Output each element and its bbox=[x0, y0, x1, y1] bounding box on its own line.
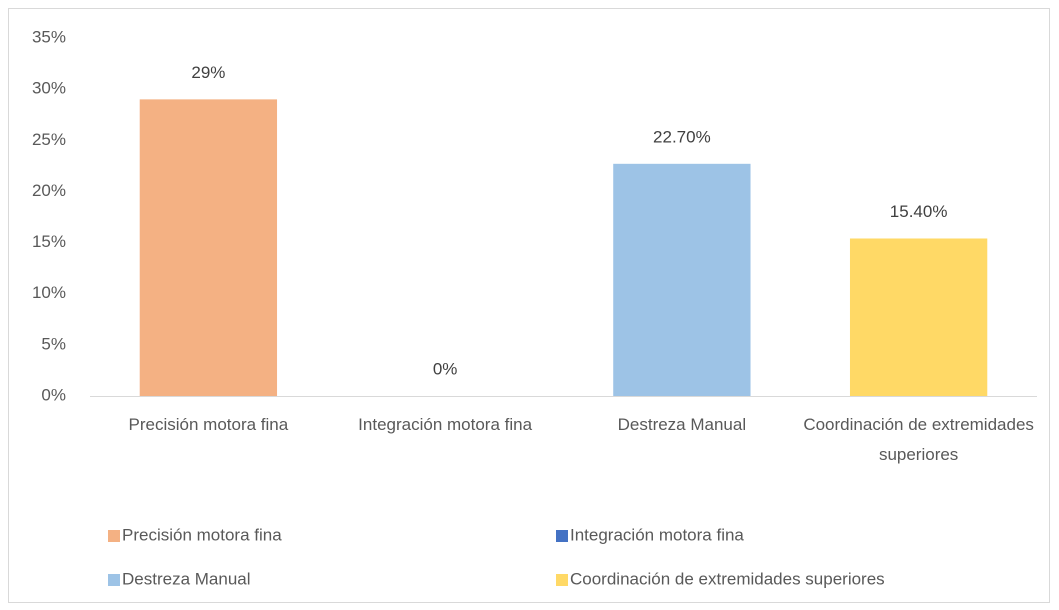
y-tick-label: 25% bbox=[32, 130, 66, 149]
x-tick-label: Precisión motora fina bbox=[128, 415, 289, 434]
y-tick-label: 5% bbox=[41, 334, 66, 353]
x-tick-label: Destreza Manual bbox=[617, 415, 747, 434]
legend-swatch bbox=[108, 530, 120, 542]
legend-label: Coordinación de extremidades superiores bbox=[570, 569, 885, 588]
data-label: 15.40% bbox=[890, 202, 948, 221]
legend-swatch bbox=[556, 574, 568, 586]
legend-label: Precisión motora fina bbox=[122, 525, 282, 544]
y-tick-label: 20% bbox=[32, 181, 66, 200]
y-tick-label: 35% bbox=[32, 27, 66, 46]
bar bbox=[849, 238, 988, 396]
legend-label: Integración motora fina bbox=[570, 525, 744, 544]
y-tick-label: 0% bbox=[41, 385, 66, 404]
y-tick-label: 10% bbox=[32, 283, 66, 302]
data-label: 29% bbox=[191, 63, 225, 82]
legend-label: Destreza Manual bbox=[122, 569, 251, 588]
legend-swatch bbox=[556, 530, 568, 542]
y-tick-label: 15% bbox=[32, 232, 66, 251]
x-tick-label: Coordinación de extremidades superiores bbox=[803, 415, 1034, 464]
bar bbox=[613, 163, 751, 396]
x-tick-label: Integración motora fina bbox=[358, 415, 533, 434]
legend-swatch bbox=[108, 574, 120, 586]
data-label: 22.70% bbox=[653, 127, 711, 146]
data-label: 0% bbox=[433, 359, 458, 378]
bar bbox=[139, 99, 278, 396]
y-tick-label: 30% bbox=[32, 79, 66, 98]
